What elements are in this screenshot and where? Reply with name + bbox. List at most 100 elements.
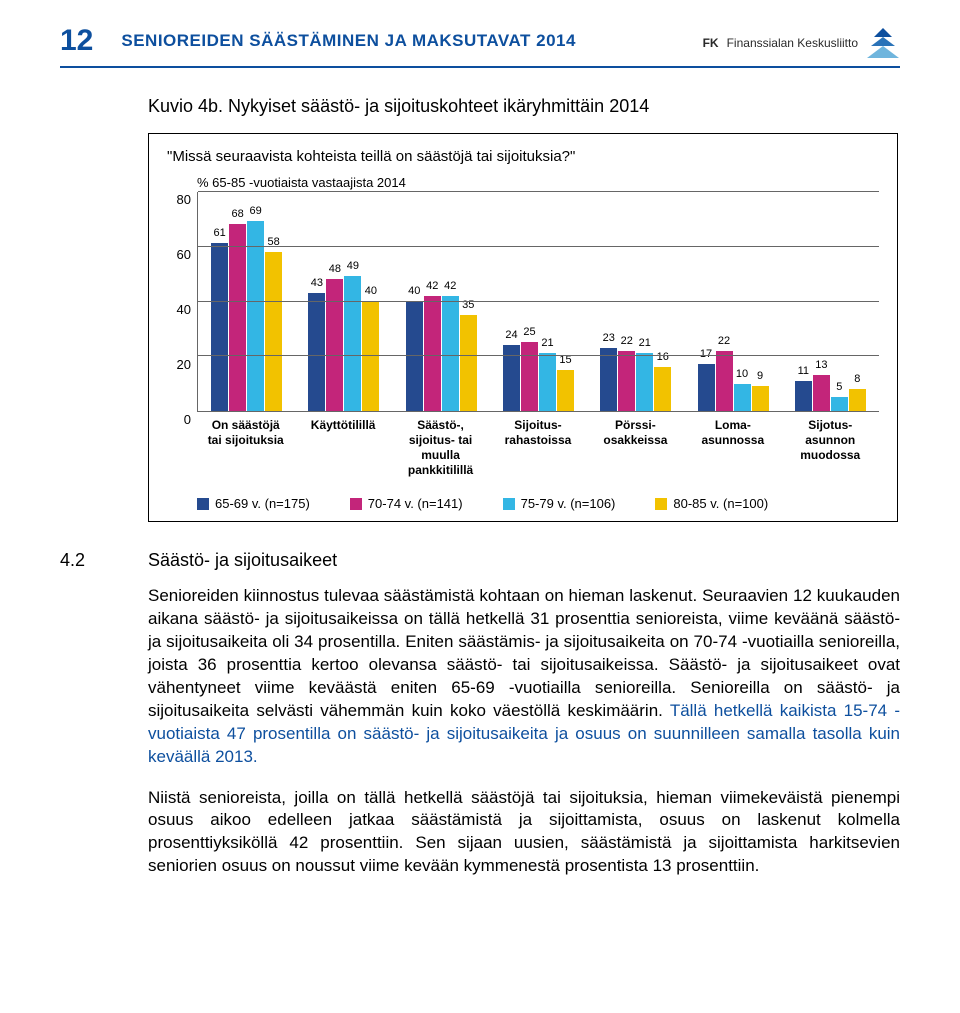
figure-title: Kuvio 4b. Nykyiset säästö- ja sijoitusko…: [148, 96, 900, 117]
chart-question: "Missä seuraavista kohteista teillä on s…: [167, 148, 879, 165]
chart-area: 020406080 616869584348494040424235242521…: [167, 192, 879, 478]
x-axis-labels: On säästöjätai sijoituksiaKäyttötililläS…: [197, 418, 879, 478]
bar-value-label: 42: [426, 280, 438, 292]
bar: 17: [698, 364, 715, 411]
chart-subtitle: % 65-85 -vuotiaista vastaajista 2014: [197, 175, 879, 190]
bar: 15: [557, 370, 574, 411]
body-paragraph-1: Senioreiden kiinnostus tulevaa säästämis…: [148, 585, 900, 769]
bar: 11: [795, 381, 812, 411]
header-left: 12 SENIOREIDEN SÄÄSTÄMINEN JA MAKSUTAVAT…: [60, 24, 576, 58]
bar-group: 24252115: [503, 192, 574, 411]
bar: 58: [265, 252, 282, 412]
bar-group: 1722109: [698, 192, 769, 411]
gridline: [198, 246, 879, 247]
chart-plot: 6168695843484940404242352425211523222116…: [197, 192, 879, 412]
bar: 10: [734, 384, 751, 412]
bar: 13: [813, 375, 830, 411]
bar-value-label: 69: [250, 205, 262, 217]
bar-value-label: 17: [700, 348, 712, 360]
bar-value-label: 42: [444, 280, 456, 292]
legend-swatch: [655, 498, 667, 510]
legend-item: 75-79 v. (n=106): [503, 496, 616, 511]
bar-group: 111358: [795, 192, 866, 411]
legend-label: 75-79 v. (n=106): [521, 496, 616, 511]
x-tick-label: Pörssi-osakkeissa: [590, 418, 680, 478]
brand-prefix: FK: [703, 36, 719, 50]
legend-label: 70-74 v. (n=141): [368, 496, 463, 511]
section-title: Säästö- ja sijoitusaikeet: [148, 550, 337, 571]
bar-value-label: 16: [657, 351, 669, 363]
bar-value-label: 61: [214, 227, 226, 239]
legend-item: 80-85 v. (n=100): [655, 496, 768, 511]
bar: 21: [636, 353, 653, 411]
chart-legend: 65-69 v. (n=175) 70-74 v. (n=141) 75-79 v.…: [197, 496, 879, 511]
bar-group: 61686958: [211, 192, 282, 411]
legend-swatch: [503, 498, 515, 510]
x-tick-label: Sijoitus-rahastoissa: [493, 418, 583, 478]
legend-swatch: [197, 498, 209, 510]
x-tick-label: Sijotus-asunnonmuodossa: [785, 418, 875, 478]
legend-label: 80-85 v. (n=100): [673, 496, 768, 511]
bar: 35: [460, 315, 477, 411]
bar: 5: [831, 397, 848, 411]
brand-logo-icon: [866, 28, 900, 58]
bar-value-label: 24: [505, 329, 517, 341]
document-title: SENIOREIDEN SÄÄSTÄMINEN JA MAKSUTAVAT 20…: [121, 31, 576, 51]
page-header: 12 SENIOREIDEN SÄÄSTÄMINEN JA MAKSUTAVAT…: [60, 24, 900, 68]
gridline: [198, 301, 879, 302]
bar-value-label: 25: [523, 326, 535, 338]
bar-value-label: 23: [603, 332, 615, 344]
bar-value-label: 5: [836, 381, 842, 393]
bar-value-label: 22: [718, 335, 730, 347]
bar-value-label: 10: [736, 368, 748, 380]
legend-swatch: [350, 498, 362, 510]
p1-text-a: Senioreiden kiinnostus tulevaa säästämis…: [148, 586, 900, 720]
bar: 16: [654, 367, 671, 411]
legend-item: 70-74 v. (n=141): [350, 496, 463, 511]
bar-value-label: 21: [639, 337, 651, 349]
bar-value-label: 48: [329, 263, 341, 275]
bar-value-label: 22: [621, 335, 633, 347]
bar: 23: [600, 348, 617, 411]
bar: 61: [211, 243, 228, 411]
x-tick-label: Käyttötilillä: [298, 418, 388, 478]
gridline: [198, 355, 879, 356]
bar-groups: 6168695843484940404242352425211523222116…: [198, 192, 879, 411]
bar: 49: [344, 276, 361, 411]
bar: 22: [716, 351, 733, 412]
page: 12 SENIOREIDEN SÄÄSTÄMINEN JA MAKSUTAVAT…: [0, 0, 960, 936]
section-heading: 4.2 Säästö- ja sijoitusaikeet: [60, 550, 900, 571]
bar-value-label: 8: [854, 373, 860, 385]
bar: 21: [539, 353, 556, 411]
bar: 43: [308, 293, 325, 411]
gridline: [198, 191, 879, 192]
bar-value-label: 40: [365, 285, 377, 297]
bar-value-label: 13: [815, 359, 827, 371]
bar-group: 40424235: [406, 192, 477, 411]
bar: 22: [618, 351, 635, 412]
bar-value-label: 49: [347, 260, 359, 272]
body-paragraph-2: Niistä senioreista, joilla on tällä hetk…: [148, 787, 900, 879]
x-tick-label: Säästö-,sijoitus- taimuullapankkitilillä: [396, 418, 486, 478]
bar: 42: [442, 296, 459, 412]
bar: 8: [849, 389, 866, 411]
bar-value-label: 11: [798, 365, 809, 377]
brand: FK Finanssialan Keskusliitto: [703, 28, 900, 58]
chart-container: "Missä seuraavista kohteista teillä on s…: [148, 133, 898, 522]
x-tick-label: Loma-asunnossa: [688, 418, 778, 478]
bar-value-label: 68: [232, 208, 244, 220]
page-number: 12: [60, 24, 93, 58]
bar: 68: [229, 224, 246, 411]
bar-group: 23222116: [600, 192, 671, 411]
bar-value-label: 9: [757, 370, 763, 382]
bar-value-label: 21: [541, 337, 553, 349]
bar-value-label: 40: [408, 285, 420, 297]
x-tick-label: On säästöjätai sijoituksia: [201, 418, 291, 478]
bar: 69: [247, 221, 264, 411]
legend-label: 65-69 v. (n=175): [215, 496, 310, 511]
brand-name: Finanssialan Keskusliitto: [727, 36, 858, 50]
bar-group: 43484940: [308, 192, 379, 411]
bar-value-label: 43: [311, 277, 323, 289]
section-number: 4.2: [60, 550, 116, 571]
bar: 9: [752, 386, 769, 411]
